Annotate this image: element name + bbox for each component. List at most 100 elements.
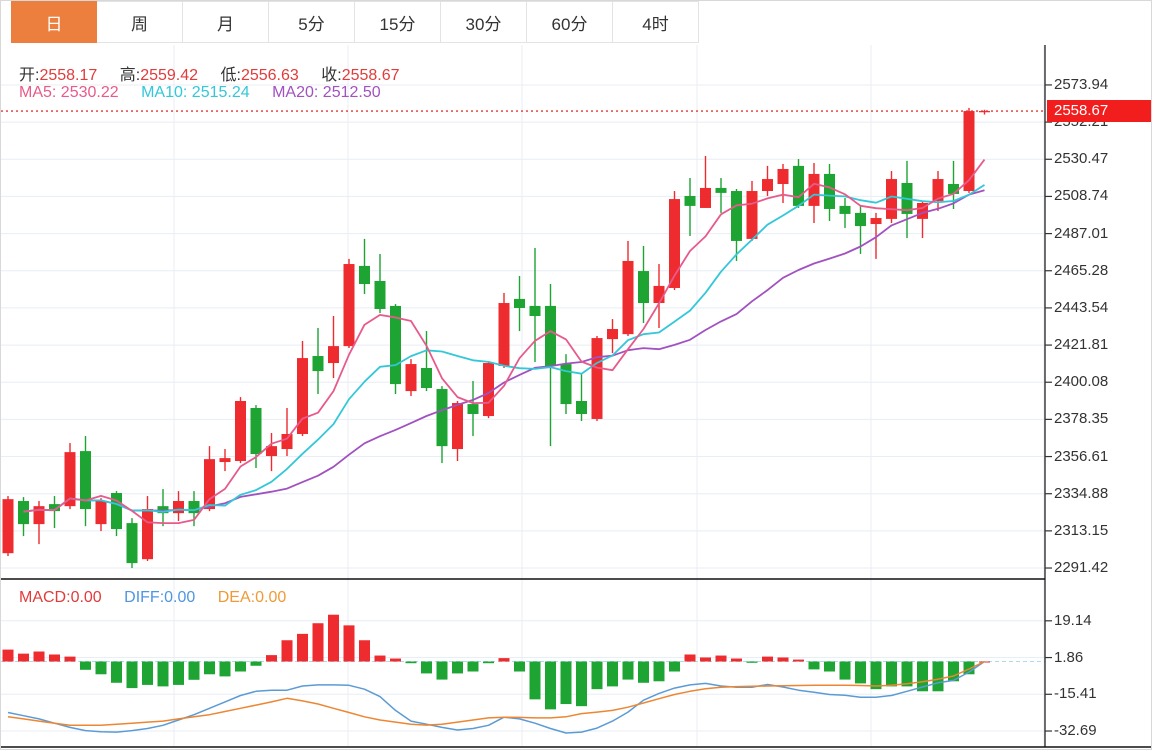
tab-60分[interactable]: 60分 [527, 1, 613, 43]
candle-up [746, 191, 758, 239]
macd-histogram-bar [762, 656, 773, 662]
macd-histogram-bar [901, 661, 913, 687]
macd-histogram-bar [653, 661, 665, 682]
tab-4时[interactable]: 4时 [613, 1, 699, 43]
candle-up [343, 264, 355, 347]
macd-histogram-bar [64, 656, 76, 662]
candle-down [560, 364, 572, 405]
candle-up [452, 403, 463, 450]
candle-down [731, 191, 742, 241]
macd-histogram-bar [498, 658, 510, 662]
candle-up [700, 187, 711, 208]
macd-histogram-bar [33, 651, 45, 662]
candle-down [126, 523, 138, 564]
macd-axis-label: -15.41 [1054, 685, 1097, 703]
candle-up [979, 111, 990, 113]
candle-down [715, 187, 727, 193]
candle-up [653, 285, 665, 304]
candle-down [467, 404, 479, 414]
tab-月[interactable]: 月 [183, 1, 269, 43]
macd-histogram-bar [421, 661, 432, 674]
macd-histogram-bar [808, 661, 820, 670]
macd-histogram-bar [374, 655, 386, 662]
macd-histogram-bar [483, 661, 494, 664]
low-value: 2556.63 [240, 67, 299, 84]
tab-30分[interactable]: 30分 [441, 1, 527, 43]
macd-histogram-bar [266, 655, 277, 662]
dea-line [7, 660, 985, 727]
candle-down [529, 305, 541, 317]
candle-up [297, 358, 308, 435]
candle-down [514, 298, 525, 308]
candle-down [855, 212, 866, 227]
candle-up [963, 111, 975, 192]
ma20-label: MA20: [272, 84, 319, 101]
macd-histogram-bar [963, 661, 975, 675]
candle-down [545, 305, 556, 366]
macd-histogram-bar [467, 661, 479, 672]
candle-down [111, 492, 122, 530]
macd-axis-label: 19.14 [1054, 611, 1092, 629]
price-axis-label: 2530.47 [1054, 150, 1109, 168]
candle-down [390, 305, 401, 385]
candle-up [917, 202, 928, 219]
ma10-line [23, 184, 985, 513]
dea-value: 0.00 [255, 589, 287, 606]
candle-up [777, 168, 789, 185]
high-value: 2559.42 [140, 67, 199, 84]
macd-histogram-bar [359, 640, 370, 662]
macd-histogram-bar [204, 661, 215, 675]
macd-histogram-bar [343, 625, 355, 662]
candle-up [405, 364, 417, 392]
macd-histogram-bar [126, 661, 138, 689]
macd-histogram-bar [576, 661, 587, 707]
tab-周[interactable]: 周 [97, 1, 183, 43]
open-value: 2558.17 [39, 67, 98, 84]
macd-histogram-bar [886, 661, 897, 687]
candle-down [824, 173, 835, 209]
macd-histogram-bar [855, 661, 866, 684]
candle-down [436, 389, 448, 447]
macd-histogram-bar [219, 661, 231, 677]
macd-histogram-bar [328, 614, 339, 662]
price-axis-label: 2487.01 [1054, 224, 1109, 242]
candle-up [173, 501, 184, 514]
tab-5分[interactable]: 5分 [269, 1, 355, 43]
close-value: 2558.67 [341, 67, 400, 84]
macd-axis-label: -32.69 [1054, 722, 1097, 740]
ma5-line [23, 159, 986, 524]
candle-up [498, 303, 510, 366]
candle-up [235, 401, 246, 462]
open-label: 开: [19, 67, 40, 84]
macd-histogram-bar [777, 657, 789, 662]
macd-histogram-bar [111, 661, 122, 683]
macd-histogram-bar [746, 661, 758, 663]
macd-histogram-bar [157, 661, 169, 687]
macd-histogram-bar [529, 661, 541, 700]
candle-up [266, 446, 277, 457]
macd-histogram-bar [49, 654, 60, 662]
macd-histogram-bar [142, 661, 153, 685]
candle-up [762, 179, 773, 192]
macd-histogram-bar [731, 658, 742, 662]
macd-histogram-bar [700, 657, 711, 662]
macd-histogram-bar [793, 659, 804, 662]
tab-15分[interactable]: 15分 [355, 1, 441, 43]
macd-histogram-bar [638, 661, 649, 683]
candle-down [374, 280, 386, 310]
price-axis-label: 2400.08 [1054, 373, 1109, 391]
macd-histogram-bar [173, 661, 184, 685]
candle-up [2, 499, 14, 554]
macd-histogram-bar [932, 661, 944, 692]
candle-down [359, 265, 370, 285]
candle-up [219, 458, 231, 463]
price-axis-label: 2421.81 [1054, 336, 1109, 354]
close-label: 收: [321, 67, 342, 84]
macd-histogram-bar [622, 661, 634, 680]
macd-histogram-bar [18, 653, 29, 662]
macd-histogram-bar [948, 661, 959, 682]
candle-down [421, 367, 432, 389]
tab-日[interactable]: 日 [11, 1, 97, 43]
candle-up [622, 260, 634, 335]
